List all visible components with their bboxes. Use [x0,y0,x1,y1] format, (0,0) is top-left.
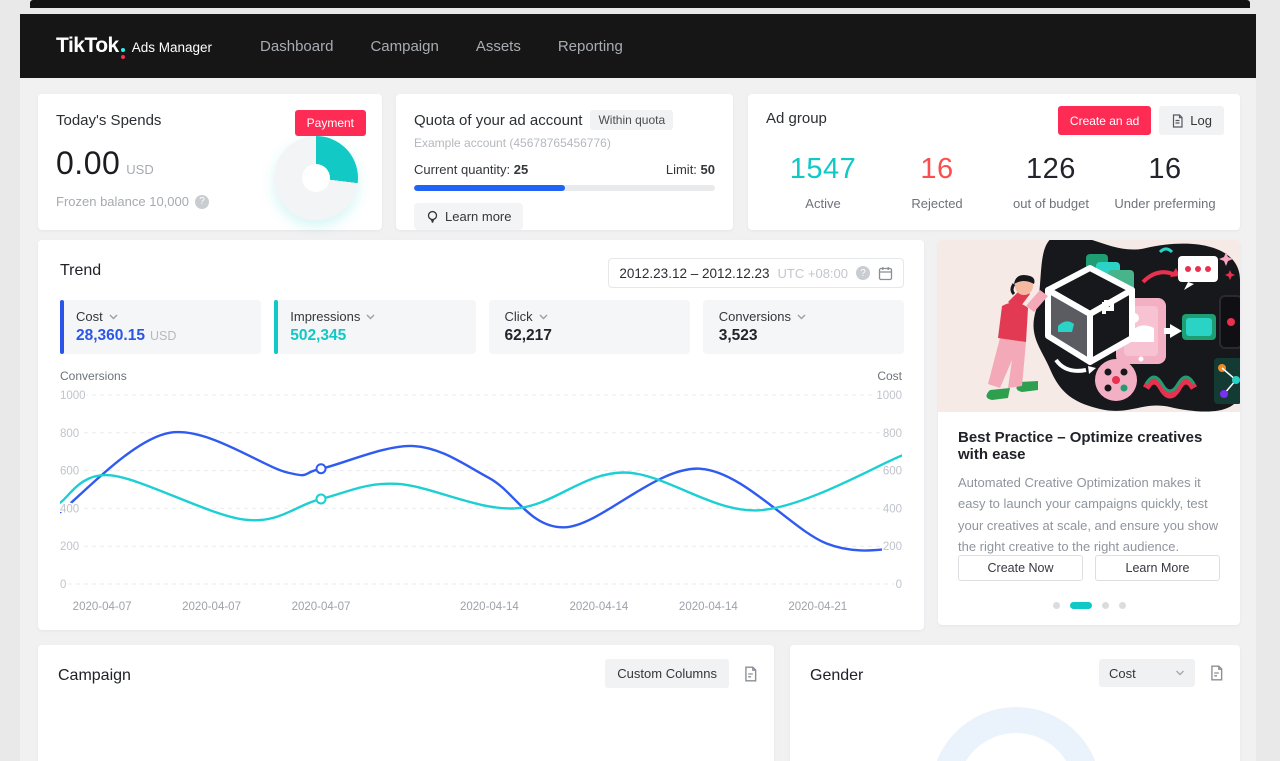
tiktok-colon-icon [120,47,125,59]
trend-metric-cards: Cost 28,360.15 USD Impressions 502,345 Cl… [60,300,904,354]
create-ad-button[interactable]: Create an ad [1057,106,1152,135]
help-icon[interactable]: ? [194,194,209,209]
nav-item-dashboard[interactable]: Dashboard [260,37,334,55]
todays-spends-card: Today's Spends Payment 0.00 USD Frozen b… [38,94,382,230]
spend-donut-chart [274,136,358,220]
ad-group-stats: 1547 Active 16 Rejected 126 out of budge… [766,153,1222,211]
svg-text:400: 400 [60,503,79,515]
spends-title: Today's Spends [56,112,162,129]
trend-title: Trend [60,262,102,279]
bulb-icon [426,210,439,223]
svg-text:2020-04-14: 2020-04-14 [679,601,738,613]
chevron-down-icon [797,314,806,319]
svg-text:800: 800 [60,428,79,440]
export-icon[interactable] [1209,665,1224,681]
chevron-down-icon [1176,670,1184,676]
stat-under-preferming: 16 Under preferming [1114,153,1216,211]
quota-limit: Limit: 50 [665,162,715,177]
gender-title: Gender [810,667,864,684]
svg-text:600: 600 [883,466,902,478]
metric-cost[interactable]: Cost 28,360.15 USD [60,300,262,354]
best-practice-body: Automated Creative Optimization makes it… [958,475,1219,555]
campaign-card: Campaign Custom Columns [38,645,774,761]
campaign-title: Campaign [58,667,131,684]
chevron-down-icon [366,314,375,319]
chevron-down-icon [109,314,118,319]
date-range-picker[interactable]: 2012.23.12 – 2012.12.23 UTC +08:00 ? [608,258,904,288]
export-icon[interactable] [743,665,758,682]
svg-text:1000: 1000 [60,390,86,402]
right-axis-label: Cost [877,369,902,383]
carousel-dot[interactable] [1101,602,1109,609]
spend-currency: USD [126,162,154,177]
svg-text:200: 200 [60,541,79,553]
top-nav: TikTok Ads Manager Dashboard Campaign As… [20,14,1256,78]
metric-impressions[interactable]: Impressions 502,345 [274,300,476,354]
promo-illustration [938,240,1240,412]
gender-metric-select[interactable]: Cost [1099,659,1195,687]
svg-text:0: 0 [60,579,66,591]
current-quantity: Current quantity: 25 [414,162,529,177]
svg-text:800: 800 [883,428,902,440]
account-id: Example account (45678765456776) [414,136,611,150]
quota-status-badge: Within quota [590,110,674,130]
custom-columns-button[interactable]: Custom Columns [605,659,729,688]
gender-donut-chart [931,707,1101,761]
brand-wordmark: TikTok [56,33,119,57]
metric-click[interactable]: Click 62,217 [488,300,690,354]
stat-active: 1547 Active [789,153,857,211]
svg-text:2020-04-21: 2020-04-21 [788,601,847,613]
svg-text:400: 400 [883,503,902,515]
timezone-label: UTC +08:00 [777,265,848,281]
svg-text:2020-04-07: 2020-04-07 [292,601,351,613]
trend-line-chart[interactable]: 0 0 200 200 400 400 600 600 800 800 1000 1000 2020-0… [60,388,902,620]
tiktok-logo[interactable]: TikTok Ads Manager [56,34,212,59]
learn-more-button[interactable]: Learn more [414,203,524,230]
svg-text:2020-04-07: 2020-04-07 [182,601,241,613]
svg-text:2020-04-14: 2020-04-14 [460,601,519,613]
date-range-value: 2012.23.12 – 2012.12.23 [619,265,770,281]
nav-item-reporting[interactable]: Reporting [557,37,623,55]
svg-text:600: 600 [60,466,79,478]
calendar-icon [878,266,893,281]
spend-amount: 0.00 [56,145,121,181]
quota-card: Quota of your ad account Within quota Ex… [396,94,733,230]
ad-group-card: Ad group Create an ad Log 1547 Active 16 [748,94,1240,230]
quota-progress-bar [414,185,715,191]
quota-title: Quota of your ad account [414,111,583,129]
trend-card: Trend 2012.23.12 – 2012.12.23 UTC +08:00… [38,240,924,630]
chevron-down-icon [539,314,548,319]
carousel-dot[interactable] [1118,602,1126,609]
svg-text:200: 200 [883,541,902,553]
create-now-button[interactable]: Create Now [958,555,1083,581]
carousel-dot[interactable] [1052,602,1060,609]
nav-item-campaign[interactable]: Campaign [370,37,439,55]
payment-button[interactable]: Payment [294,110,366,136]
svg-text:1000: 1000 [876,390,902,402]
left-axis-label: Conversions [60,369,127,383]
svg-text:0: 0 [896,579,902,591]
log-button[interactable]: Log [1159,106,1224,135]
nav-menu: Dashboard Campaign Assets Reporting [260,38,623,55]
brand-suffix: Ads Manager [131,39,213,55]
timezone-help-icon[interactable]: ? [856,266,870,280]
dashboard-content: Today's Spends Payment 0.00 USD Frozen b… [20,78,1256,761]
document-icon [1171,113,1184,128]
svg-text:2020-04-14: 2020-04-14 [569,601,628,613]
best-practice-card: Best Practice – Optimize creatives with … [938,240,1240,625]
learn-more-outline-button[interactable]: Learn More [1095,555,1220,581]
window-top-bar [30,0,1250,8]
nav-item-assets[interactable]: Assets [475,37,521,55]
stat-out-of-budget: 126 out of budget [1013,153,1089,211]
gender-card: Gender Cost [790,645,1240,761]
carousel-dots [938,602,1240,609]
metric-conversions[interactable]: Conversions 3,523 [702,300,904,354]
frozen-balance-label: Frozen balance 10,000 [56,194,189,209]
ad-group-title: Ad group [766,110,827,127]
best-practice-title: Best Practice – Optimize creatives with … [958,429,1203,463]
carousel-dot[interactable] [1069,602,1092,609]
stat-rejected: 16 Rejected [911,153,963,211]
svg-text:2020-04-07: 2020-04-07 [73,601,132,613]
